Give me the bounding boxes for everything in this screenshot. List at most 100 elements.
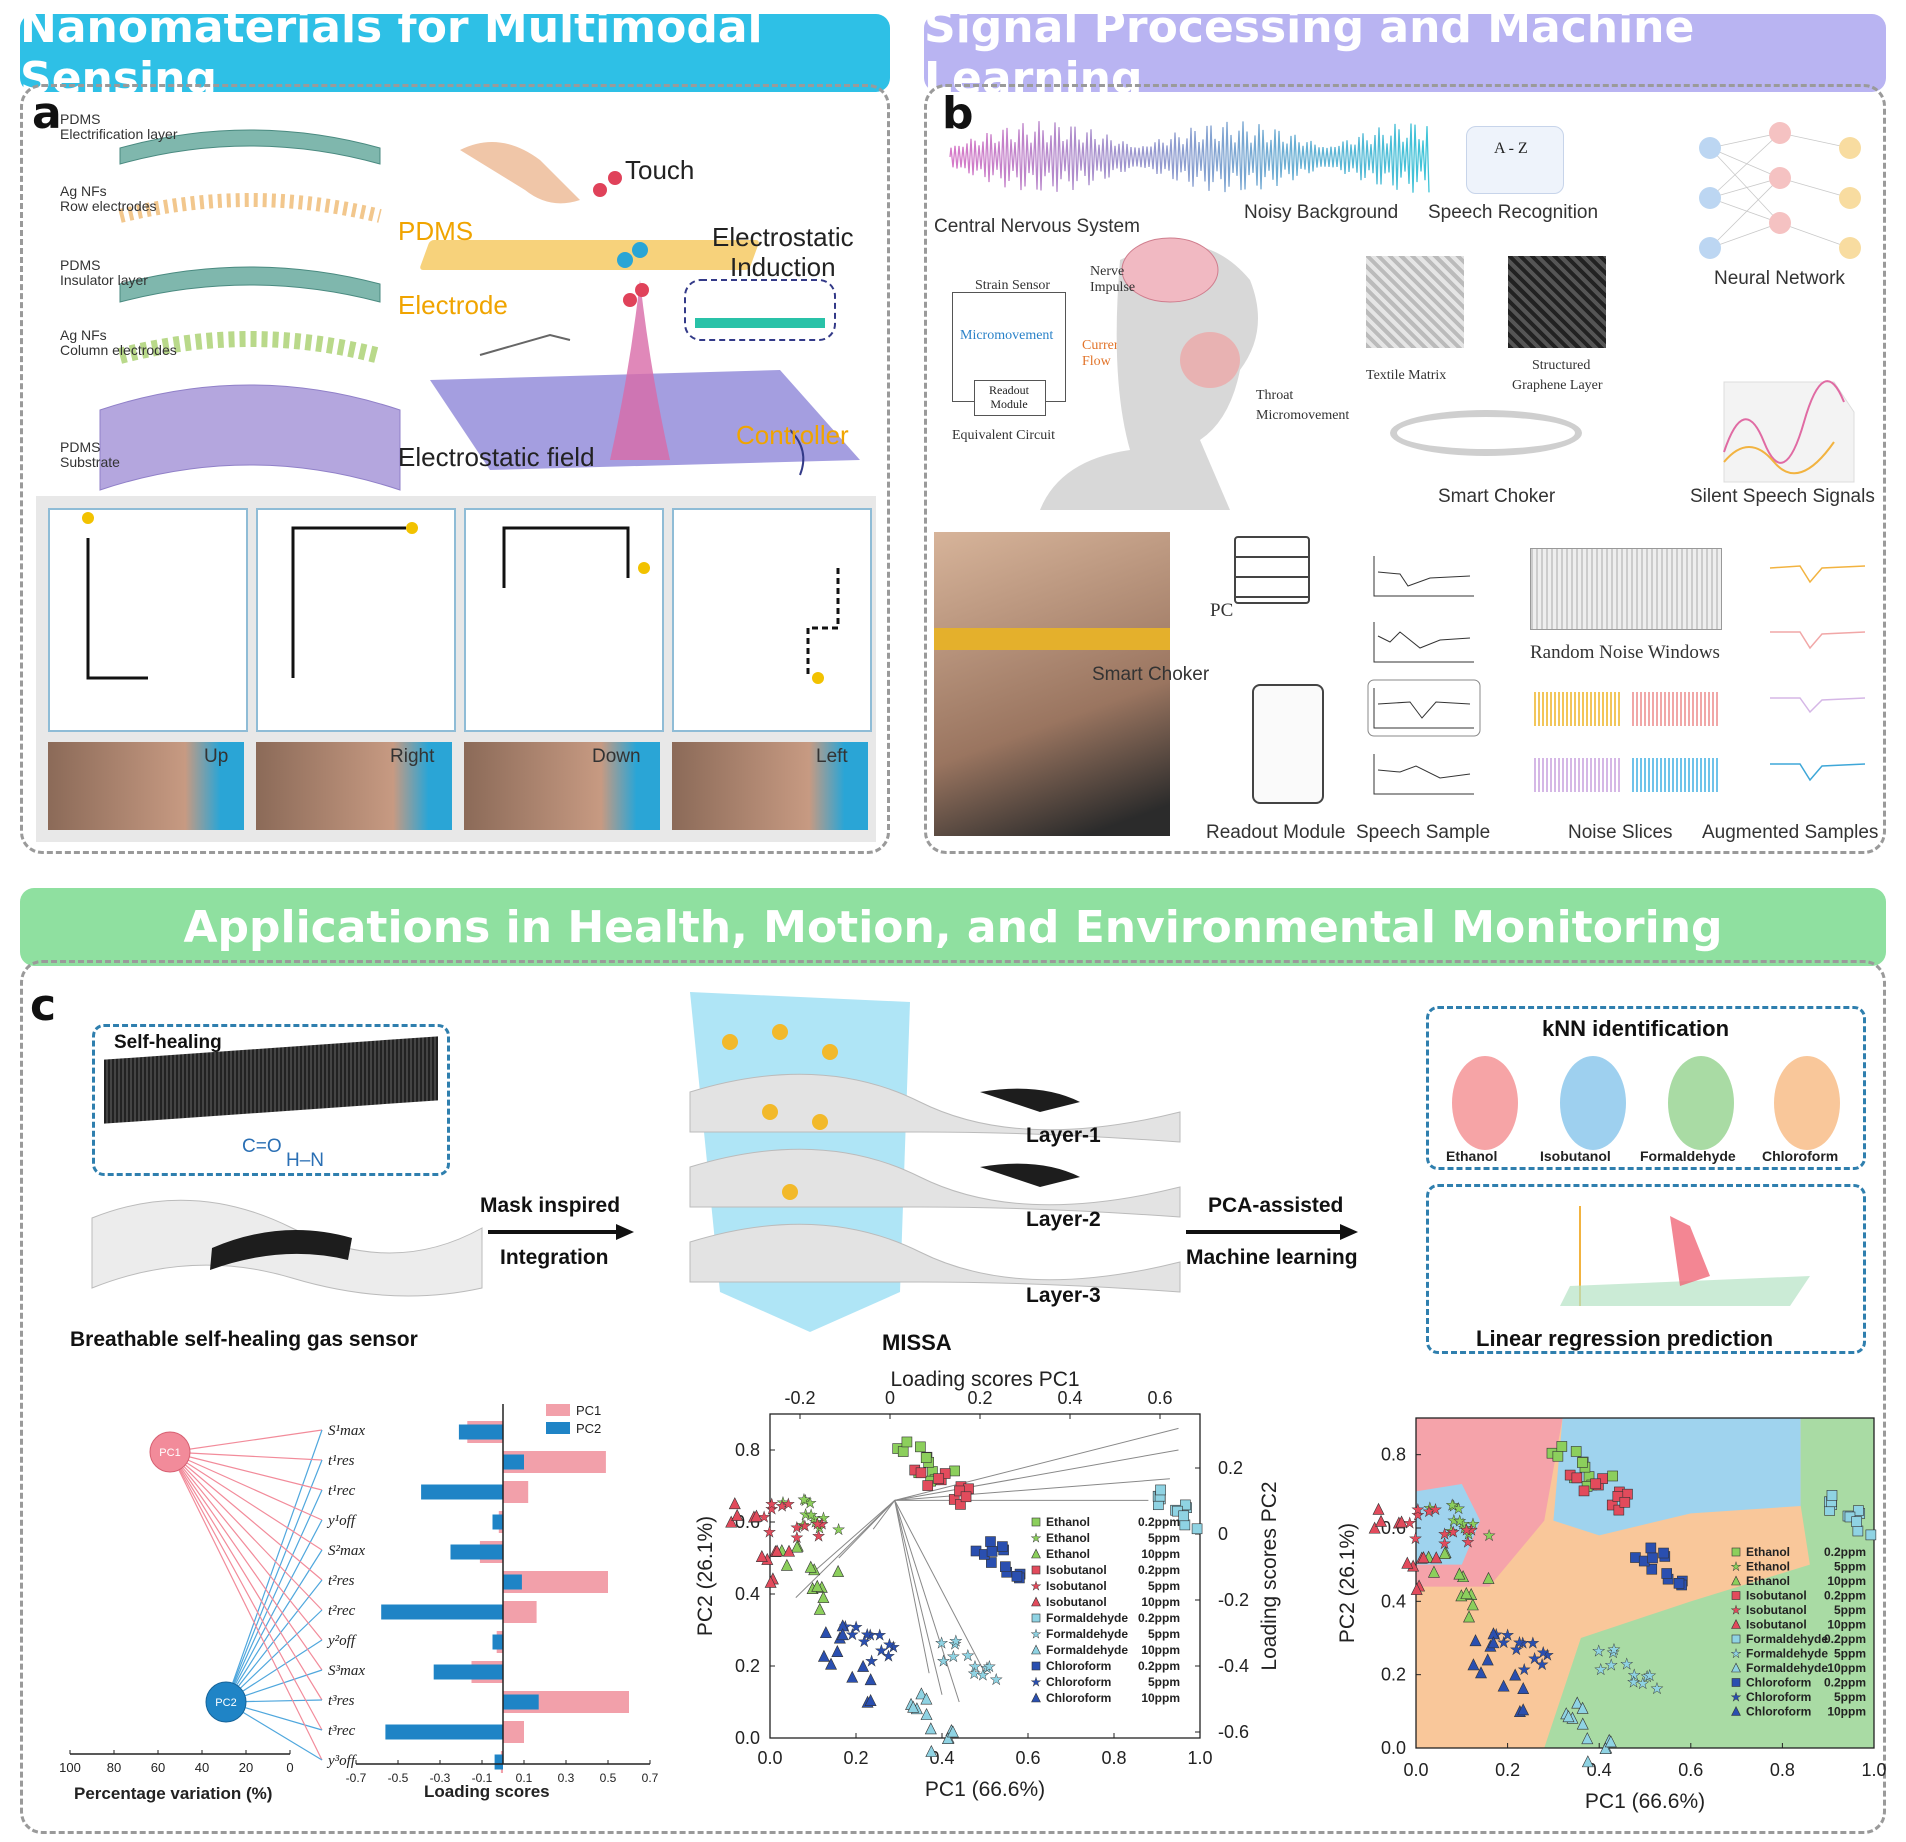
data-point xyxy=(813,1602,826,1615)
data-point: ★ xyxy=(1592,1643,1605,1660)
data-point: ★ xyxy=(882,1648,895,1665)
data-point: ★ xyxy=(935,1635,948,1652)
data-point xyxy=(1401,1556,1414,1569)
data-point: ★ xyxy=(1501,1627,1514,1644)
impulse-label: Impulse xyxy=(1090,280,1136,295)
data-point xyxy=(1438,1547,1451,1559)
bar-pc2 xyxy=(381,1604,503,1620)
pc1-link xyxy=(169,1451,323,1701)
data-point: ★ xyxy=(949,1633,962,1650)
loading-vector xyxy=(795,1500,896,1598)
loading-vector xyxy=(894,1500,986,1674)
knn-isobutanol-label: Isobutanol xyxy=(1540,1148,1611,1164)
bar-pc1 xyxy=(503,1571,608,1593)
x-tick-label: 0.3 xyxy=(558,1771,575,1785)
data-point xyxy=(1853,1505,1864,1516)
region-formaldehyde xyxy=(1544,1418,1874,1748)
data-point: ★ xyxy=(809,1514,822,1531)
pc1-link xyxy=(169,1451,323,1731)
legend-name: Isobutanol xyxy=(1046,1579,1107,1593)
loading-vector xyxy=(894,1478,1170,1501)
bar-pc2 xyxy=(492,1514,503,1530)
throat-label-2: Micromovement xyxy=(1256,408,1350,423)
legend-marker xyxy=(1031,1613,1041,1623)
legend-marker xyxy=(1031,1548,1041,1559)
knn-title: kNN identification xyxy=(1542,1016,1730,1041)
induction-label-1: Electrostatic xyxy=(712,222,854,252)
x-tick-label: 0.0 xyxy=(1403,1760,1428,1780)
data-point xyxy=(836,1628,849,1641)
legend-conc: 10ppm xyxy=(1827,1661,1866,1675)
data-point: ★ xyxy=(804,1507,817,1524)
data-point: ★ xyxy=(1403,1515,1416,1532)
data-point xyxy=(1469,1634,1482,1647)
data-point: ★ xyxy=(1456,1516,1469,1533)
current-label: Current xyxy=(1082,338,1125,353)
mask-label-2: Integration xyxy=(500,1246,609,1269)
data-point xyxy=(819,1626,832,1639)
data-point xyxy=(1417,1551,1430,1564)
pc1-link xyxy=(169,1451,323,1461)
x-tick-label: 60 xyxy=(151,1760,165,1775)
graphene-label-1: Structured xyxy=(1532,358,1591,373)
noisy-label: Noisy Background xyxy=(1244,202,1399,223)
legend-conc: 0.2ppm xyxy=(1824,1676,1866,1690)
pc1-link xyxy=(169,1451,323,1521)
linreg-label: Linear regression prediction xyxy=(1476,1326,1774,1351)
feature-label: t³rec xyxy=(328,1723,356,1739)
legend-conc: 0.2ppm xyxy=(1824,1589,1866,1603)
data-point xyxy=(846,1670,859,1683)
knn-box xyxy=(1426,1006,1866,1170)
data-point: ★ xyxy=(832,1521,845,1538)
bar-pc2 xyxy=(421,1484,503,1500)
legend-marker: ★ xyxy=(1031,1579,1042,1593)
pc1-link xyxy=(169,1451,323,1611)
layer-2-label: Ag NFs Row electrodes xyxy=(60,183,157,214)
legend-pc1-swatch xyxy=(546,1404,570,1416)
x-tick-label: 0.6 xyxy=(1015,1748,1040,1768)
percentage-variation-chart: S¹max t¹res t¹rec y¹off S²max t²res t²rec y²off… xyxy=(59,1423,365,1775)
data-point: ★ xyxy=(846,1627,859,1644)
data-point xyxy=(1000,1561,1011,1572)
data-point: ★ xyxy=(798,1518,811,1535)
x-tick-label: 80 xyxy=(107,1760,121,1775)
linreg-box xyxy=(1426,1184,1866,1354)
data-point xyxy=(1578,1485,1590,1497)
maze-2 xyxy=(256,508,456,732)
data-point xyxy=(1646,1563,1658,1575)
az-label: A - Z xyxy=(1494,140,1528,157)
data-point xyxy=(1581,1755,1594,1768)
gas-sensor-label: Breathable self-healing gas sensor xyxy=(70,1328,418,1351)
legend-marker: ★ xyxy=(1031,1675,1042,1689)
pdms-label: PDMS xyxy=(398,216,474,246)
legend-marker xyxy=(1031,1565,1041,1575)
data-point xyxy=(864,1673,877,1686)
legend-name: Formaldehyde xyxy=(1046,1643,1128,1657)
data-point: ★ xyxy=(817,1510,830,1527)
data-point xyxy=(1180,1499,1191,1511)
data-point: ★ xyxy=(1438,1526,1451,1543)
legend-marker: ★ xyxy=(1731,1603,1742,1617)
top-tick-label: -0.2 xyxy=(784,1388,815,1408)
data-point xyxy=(780,1558,793,1571)
legend-marker xyxy=(1731,1619,1741,1629)
data-point: ★ xyxy=(980,1660,993,1677)
data-point: ★ xyxy=(1482,1527,1495,1544)
data-point xyxy=(1372,1502,1385,1515)
data-point xyxy=(1467,1658,1480,1671)
x-tick-label: 0.5 xyxy=(600,1771,617,1785)
top-tick-label: 0.2 xyxy=(967,1388,992,1408)
data-point xyxy=(997,1541,1008,1552)
data-point xyxy=(1487,1636,1500,1649)
data-point xyxy=(817,1590,830,1603)
data-point: ★ xyxy=(976,1667,989,1684)
x-tick-label: 0.6 xyxy=(1678,1760,1703,1780)
neck-photo xyxy=(934,532,1170,836)
linreg-plot xyxy=(1560,1206,1810,1306)
right-tick-label: 0.2 xyxy=(1218,1458,1243,1478)
data-point xyxy=(755,1549,768,1562)
pca-label-1: PCA-assisted xyxy=(1208,1194,1344,1217)
x-tick-label: 40 xyxy=(195,1760,209,1775)
legend-marker xyxy=(1031,1644,1041,1655)
readout-label: Readout Module xyxy=(1206,822,1346,843)
